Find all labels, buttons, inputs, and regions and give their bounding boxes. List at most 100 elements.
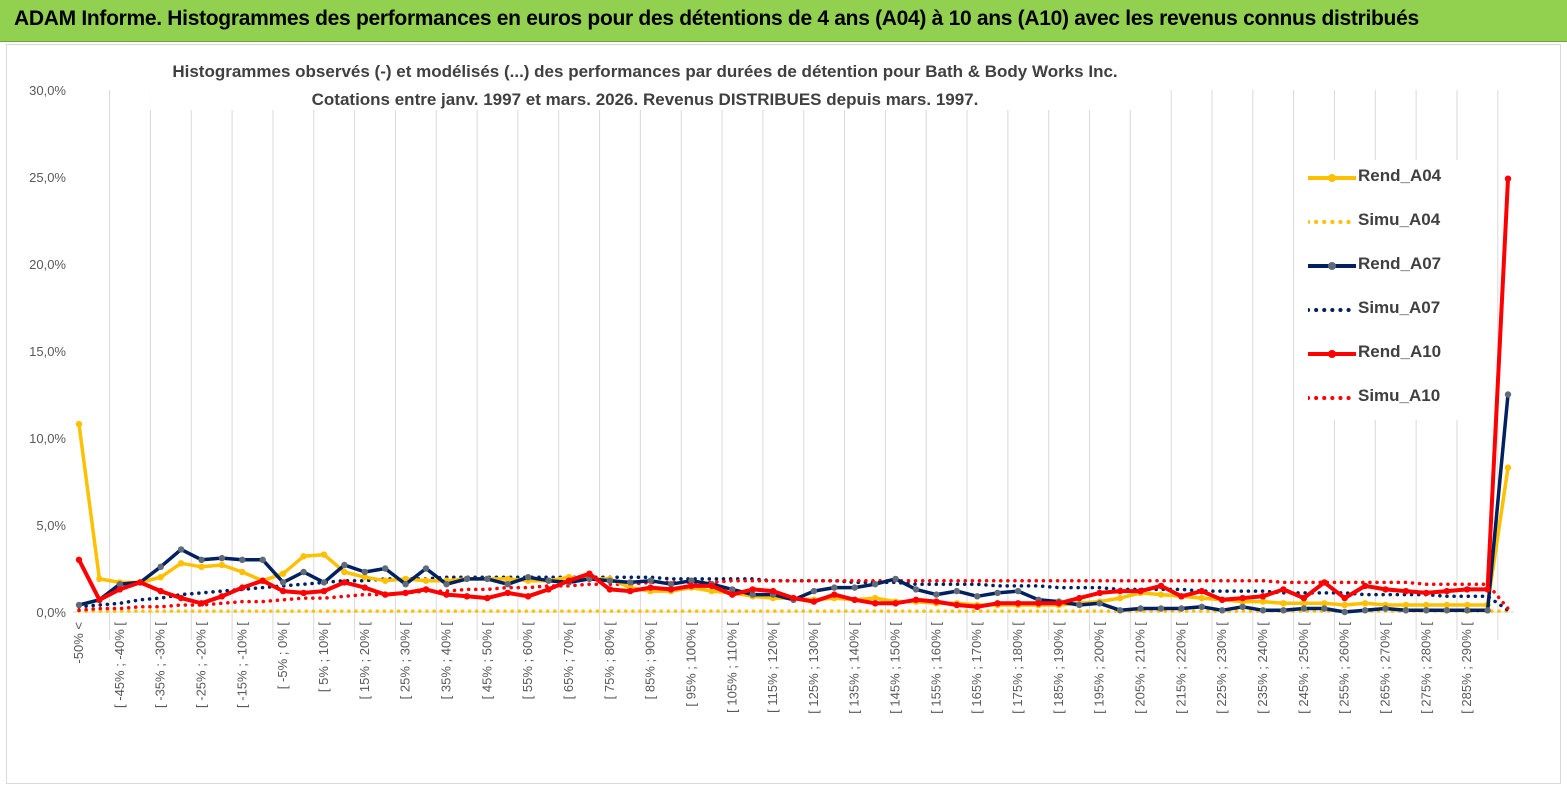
data-point-rend-a10 [1239,594,1246,602]
data-point-rend-a07 [627,579,634,586]
data-point-rend-a10 [1443,587,1451,595]
legend-item-rend-a10: Rend_A10 [1298,338,1458,366]
data-point-rend-a10 [1178,593,1185,600]
legend: Rend_A04 Simu_A04 Rend_A07 Simu_A07 Rend… [1298,160,1458,420]
data-point-rend-a10 [545,586,552,593]
data-point-rend-a04 [341,568,348,576]
x-tick-label: [ 275% ; 280% [ [1418,622,1433,714]
series-group [75,175,1512,616]
y-axis: 0,0% 5,0% 10,0% 15,0% 20,0% 25,0% 30,0% [29,83,66,620]
data-point-rend-a04 [177,560,185,567]
data-point-rend-a07 [1198,603,1206,610]
data-point-rend-a07 [912,586,920,593]
x-tick-label: [ 135% ; 140% [ [847,622,862,714]
data-point-rend-a10 [443,591,450,598]
data-point-rend-a04 [96,575,103,583]
header-banner: ADAM Informe. Histogrammes des performan… [0,0,1567,42]
data-point-rend-a10 [1157,582,1165,590]
data-point-rend-a04 [1443,601,1451,609]
data-point-rend-a07 [831,584,838,591]
data-point-rend-a10 [1076,594,1083,602]
data-point-rend-a10 [1361,582,1369,590]
y-tick-label: 20,0% [29,257,66,272]
chart-title-line-1: Histogrammes observés (-) et modélisés (… [150,62,1140,82]
data-point-rend-a04 [504,575,511,583]
x-tick-label: [ 245% ; 250% [ [1296,622,1311,714]
y-tick-label: 25,0% [29,170,66,185]
data-point-rend-a10 [790,594,797,602]
data-point-rend-a04 [422,577,430,584]
data-point-rend-a10 [769,587,777,595]
data-point-rend-a10 [1280,586,1287,593]
x-tick-label: [ 235% ; 240% [ [1255,622,1270,714]
data-point-rend-a07 [239,556,246,563]
data-point-rend-a07 [994,589,1001,597]
data-point-rend-a07 [810,587,818,595]
x-tick-label: -50% < [71,622,86,664]
data-point-rend-a10 [708,582,715,590]
legend-label-rend-a07: Rend_A07 [1358,254,1442,273]
x-tick-label: [ 105% ; 110% [ [724,622,739,713]
data-point-rend-a04 [1300,600,1308,607]
data-point-rend-a07 [974,593,981,600]
data-point-rend-a04 [218,561,226,569]
x-tick-label: [ 45% ; 50% [ [479,622,494,700]
y-tick-label: 30,0% [29,83,66,98]
data-point-rend-a10 [1341,594,1348,602]
data-point-rend-a04 [1504,464,1512,471]
data-point-rend-a04 [320,551,328,558]
data-point-rend-a07 [933,591,940,598]
data-point-rend-a10 [504,589,511,597]
data-point-rend-a04 [402,575,409,583]
data-point-rend-a07 [157,563,164,570]
legend-swatch-rend-a10 [1308,350,1356,358]
legend-swatch-rend-a04 [1308,174,1356,182]
legend-swatch-rend-a07 [1308,262,1356,270]
data-point-rend-a07 [504,581,511,588]
chart-frame [6,44,1561,784]
x-tick-label: [ 215% ; 220% [ [1173,622,1188,714]
data-point-rend-a04 [872,594,879,602]
data-point-rend-a10 [341,579,348,586]
x-tick-label: [ 125% ; 130% [ [806,622,821,714]
data-point-rend-a07 [1484,607,1491,614]
data-point-rend-a04 [1116,594,1124,602]
data-point-rend-a04 [1361,600,1369,607]
x-tick-label: [ 25% ; 30% [ [398,622,413,700]
data-point-rend-a07 [300,568,307,576]
data-point-rend-a04 [1321,600,1328,607]
x-tick-label: [ 165% ; 170% [ [969,622,984,714]
data-point-rend-a04 [1423,601,1430,609]
data-point-rend-a07 [1402,607,1410,614]
data-point-rend-a07 [1219,607,1226,614]
data-point-rend-a10 [402,589,409,597]
data-point-rend-a04 [361,574,368,581]
data-point-rend-a10 [1484,586,1491,593]
data-point-rend-a10 [627,587,634,595]
data-point-rend-a10 [1035,600,1042,607]
data-point-rend-a10 [116,586,124,593]
data-point-rend-a07 [1259,607,1267,614]
x-tick-label: [ -5% ; 0% [ [275,622,290,690]
data-point-rend-a04 [1198,594,1206,602]
data-point-rend-a07 [1361,607,1369,614]
legend-label-simu-a10: Simu_A10 [1358,386,1441,405]
x-tick-label: [ 145% ; 150% [ [888,622,903,714]
y-tick-label: 10,0% [29,431,66,446]
data-point-rend-a07 [279,579,287,586]
data-point-rend-a10 [1402,587,1410,595]
data-point-rend-a10 [872,600,879,607]
data-point-rend-a07 [749,591,756,598]
data-point-rend-a10 [279,587,287,595]
y-tick-label: 0,0% [36,605,66,620]
data-point-rend-a07 [75,601,83,609]
data-point-rend-a10 [361,584,368,591]
data-point-rend-a10 [1423,589,1430,597]
series-line-simu-a10 [77,578,1510,613]
data-point-rend-a04 [708,587,715,595]
legend-swatch-simu-a07 [1308,308,1358,312]
data-point-rend-a04 [1157,591,1165,598]
data-point-rend-a07 [892,575,899,583]
data-point-rend-a07 [872,581,879,588]
